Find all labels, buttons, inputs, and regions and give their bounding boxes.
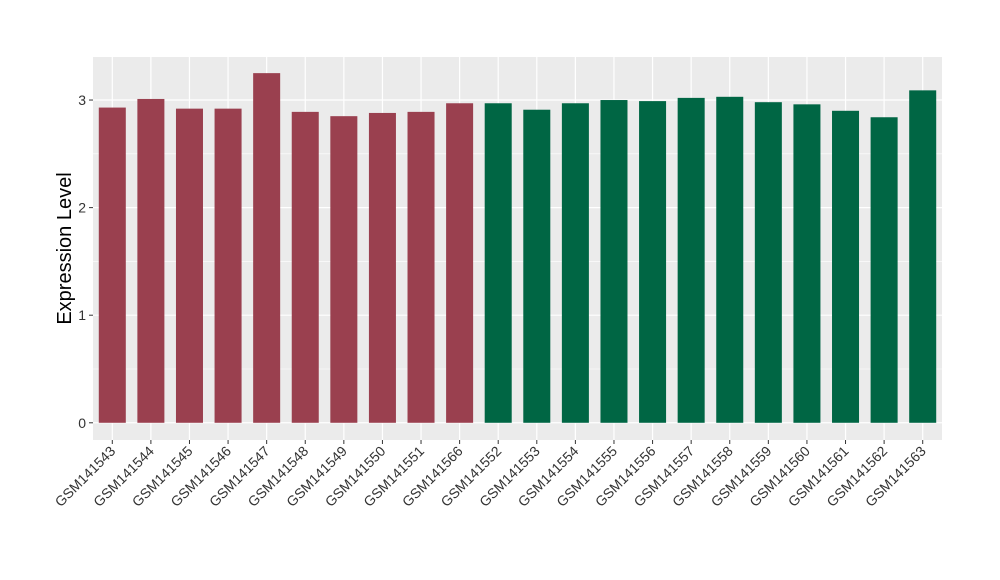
bar-gsm141543: [98, 107, 126, 423]
y-tick-label: 0: [78, 415, 86, 431]
bar-gsm141554: [561, 103, 589, 423]
bar-gsm141551: [407, 111, 435, 423]
bar-gsm141556: [639, 101, 667, 423]
bar-gsm141558: [716, 96, 744, 423]
bar-gsm141557: [677, 97, 705, 423]
bar-gsm141550: [368, 112, 396, 423]
bar-gsm141545: [175, 108, 203, 423]
bar-gsm141547: [253, 73, 281, 423]
y-tick-label: 2: [78, 200, 86, 216]
y-axis: 0 1 2 3: [78, 92, 93, 431]
bar-gsm141546: [214, 108, 242, 423]
bar-gsm141552: [484, 103, 512, 423]
bars: [98, 73, 937, 423]
bar-gsm141560: [793, 104, 821, 423]
bar-gsm141566: [446, 103, 474, 423]
bar-gsm141561: [832, 110, 860, 423]
y-axis-title: Expression Level: [54, 172, 76, 324]
bar-gsm141549: [330, 116, 358, 423]
bar-gsm141555: [600, 100, 628, 423]
bar-gsm141553: [523, 109, 551, 423]
bar-gsm141563: [909, 90, 937, 423]
x-axis: GSM141543GSM141544GSM141545GSM141546GSM1…: [52, 440, 929, 510]
y-tick-label: 3: [78, 92, 86, 108]
bar-gsm141548: [291, 111, 319, 423]
y-tick-label: 1: [78, 307, 86, 323]
bar-gsm141562: [870, 117, 898, 423]
bar-gsm141559: [754, 102, 782, 423]
bar-gsm141544: [137, 98, 165, 423]
